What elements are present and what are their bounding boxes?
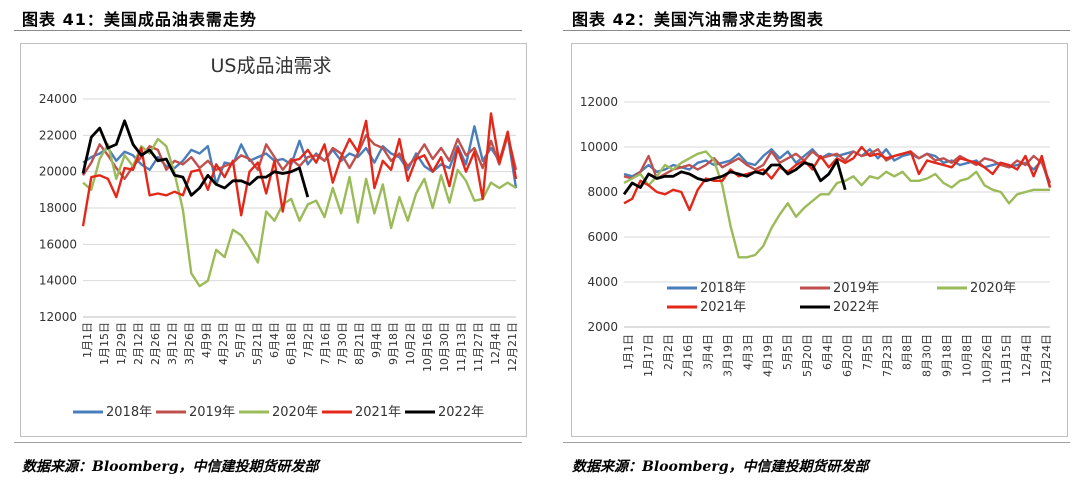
x-tick-label: 11月27日 <box>472 322 485 372</box>
us-product-oil-demand-chart: US成品油需求 12000 14000 16000 18000 20000 22000 240… <box>39 55 519 420</box>
x-tick-label: 5月5日 <box>781 334 794 370</box>
legend-label: 2022年 <box>833 300 879 315</box>
x-tick-label: 12月4日 <box>489 322 502 365</box>
x-tick-label: 7月16日 <box>319 322 332 365</box>
x-tick-label: 3月12日 <box>166 322 179 365</box>
x-tick-label: 3月19日 <box>722 334 735 377</box>
x-tick-label: 12月4日 <box>1020 334 1033 377</box>
legend-label: 2022年 <box>438 405 484 420</box>
x-tick-label: 5月21日 <box>251 322 264 365</box>
x-tick-label: 3月4日 <box>702 334 715 370</box>
series-line-2021 <box>81 112 518 227</box>
x-tick-label: 10月2日 <box>404 322 417 365</box>
x-tick-label: 7月30日 <box>336 322 349 365</box>
x-tick-label: 10月26日 <box>980 334 993 384</box>
chart-42-frame: 2000 4000 6000 8000 10000 12000 1月1日 1月17日 2月2日 2… <box>571 43 1068 437</box>
figure-42-caption: 图表 42：美国汽油需求走势图表 <box>572 10 824 29</box>
x-tick-label: 10月30日 <box>438 322 451 372</box>
legend-label: 2018年 <box>700 281 746 296</box>
x-tick-label: 2月16日 <box>682 334 695 377</box>
series-line-2019 <box>81 134 518 181</box>
x-tick-label: 5月7日 <box>234 322 247 358</box>
x-tick-label: 8月30日 <box>921 334 934 377</box>
x-tick-label: 2月12日 <box>132 322 145 365</box>
x-tick-label: 7月23日 <box>881 334 894 377</box>
us-gasoline-demand-chart: 2000 4000 6000 8000 10000 12000 1月1日 1月17日 2月2日 2… <box>580 95 1053 384</box>
x-tick-label: 1月29日 <box>115 322 128 365</box>
series-line-2022 <box>81 119 310 198</box>
figure-42-source: 数据来源：Bloomberg，中信建投期货研发部 <box>572 459 869 475</box>
legend-label: 2020年 <box>272 405 318 420</box>
x-tick-label: 4月23日 <box>217 322 230 365</box>
series-line-2020 <box>82 137 517 288</box>
x-tick-label: 8月8日 <box>901 334 914 370</box>
x-tick-label: 6月20日 <box>841 334 854 377</box>
y-tick-label: 6000 <box>587 230 618 244</box>
y-tick-label: 8000 <box>587 185 618 199</box>
figure-41-bottom-rule <box>14 442 522 443</box>
x-tick-label: 1月17日 <box>642 334 655 377</box>
x-tick-label: 4月19日 <box>761 334 774 377</box>
x-tick-label: 2月26日 <box>149 322 162 365</box>
x-tick-label: 4月9日 <box>200 322 213 358</box>
x-tick-label: 1月15日 <box>98 322 111 365</box>
x-tick-label: 8月21日 <box>353 322 366 365</box>
x-tick-label: 1月1日 <box>622 334 635 370</box>
x-tick-label: 6月18日 <box>285 322 298 365</box>
figure-41-caption: 图表 41：美国成品油表需走势 <box>22 10 257 29</box>
x-tick-label: 6月4日 <box>268 322 281 358</box>
y-tick-label: 14000 <box>39 274 77 288</box>
x-tick-label: 10月8日 <box>960 334 973 377</box>
figure-42-bottom-rule <box>563 442 1070 443</box>
x-tick-label: 1月1日 <box>81 322 94 358</box>
x-tick-label: 3月26日 <box>183 322 196 365</box>
figure-41-top-rule <box>14 30 522 31</box>
x-tick-label: 12月21日 <box>506 322 519 372</box>
x-tick-label: 9月18日 <box>387 322 400 365</box>
y-tick-label: 18000 <box>39 201 77 215</box>
chart-41-frame: US成品油需求 12000 14000 16000 18000 20000 22000 240… <box>20 43 527 437</box>
x-tick-label: 7月5日 <box>861 334 874 370</box>
x-tick-label: 11月13日 <box>455 322 468 372</box>
legend-label: 2019年 <box>189 405 235 420</box>
x-tick-label: 10月16日 <box>421 322 434 372</box>
legend-label: 2020年 <box>970 281 1016 296</box>
x-tick-label: 11月15日 <box>1000 334 1013 384</box>
y-tick-label: 12000 <box>39 310 77 324</box>
series-line-2019 <box>623 148 1052 184</box>
x-tick-label: 9月18日 <box>940 334 953 377</box>
x-tick-label: 12月24日 <box>1040 334 1053 384</box>
legend-label: 2019年 <box>833 281 879 296</box>
y-tick-label: 20000 <box>39 165 77 179</box>
legend-label: 2021年 <box>700 300 746 315</box>
y-tick-label: 4000 <box>587 275 618 289</box>
y-tick-label: 16000 <box>39 237 77 251</box>
y-tick-label: 10000 <box>580 140 618 154</box>
x-tick-label: 6月4日 <box>821 334 834 370</box>
series-line-2021 <box>623 145 1052 212</box>
chart-title: US成品油需求 <box>211 55 332 77</box>
legend-label: 2021年 <box>355 405 401 420</box>
series-line-2020 <box>623 150 1050 259</box>
y-tick-label: 2000 <box>587 320 618 334</box>
x-tick-label: 9月4日 <box>370 322 383 358</box>
x-tick-label: 5月20日 <box>801 334 814 377</box>
x-tick-label: 4月3日 <box>741 334 754 370</box>
figure-42-top-rule <box>563 30 1070 31</box>
x-tick-label: 7月2日 <box>302 322 315 358</box>
y-tick-label: 12000 <box>580 95 618 109</box>
x-tick-label: 2月2日 <box>662 334 675 370</box>
y-tick-label: 24000 <box>39 92 77 106</box>
figure-41-source: 数据来源：Bloomberg，中信建投期货研发部 <box>22 459 319 475</box>
legend-label: 2018年 <box>106 405 152 420</box>
series-line-2022 <box>622 159 847 196</box>
y-tick-label: 22000 <box>39 128 77 142</box>
